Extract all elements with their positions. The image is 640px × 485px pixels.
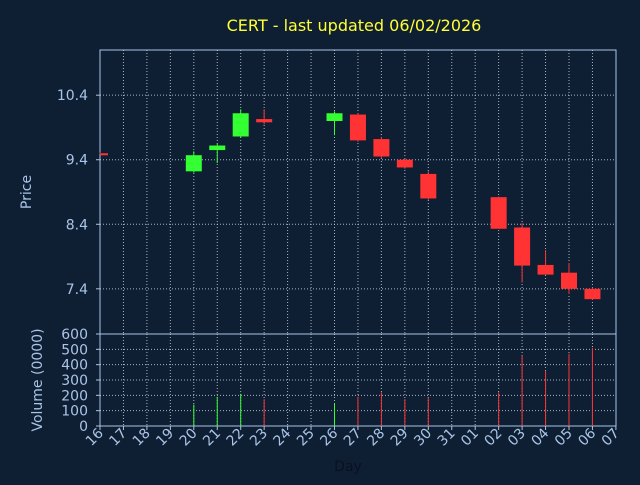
volume-tick-label: 300 bbox=[61, 373, 88, 389]
x-tick-label: 04 bbox=[528, 425, 552, 449]
chart-title: CERT - last updated 06/02/2026 bbox=[227, 16, 482, 35]
candle-body bbox=[584, 288, 601, 300]
price-tick-label: 8.4 bbox=[66, 217, 88, 233]
candle-body bbox=[561, 272, 577, 289]
candle-26 bbox=[326, 111, 343, 136]
candle-03 bbox=[514, 222, 531, 283]
candle-body bbox=[490, 197, 507, 229]
candle-body bbox=[209, 145, 226, 151]
candle-body bbox=[514, 227, 531, 266]
candle-28 bbox=[373, 137, 390, 159]
x-tick-label: 22 bbox=[224, 426, 248, 450]
x-tick-label: 20 bbox=[177, 426, 201, 450]
x-tick-label: 23 bbox=[247, 426, 271, 450]
x-tick-label: 30 bbox=[411, 426, 435, 450]
candle-20 bbox=[185, 151, 202, 173]
x-tick-label: 03 bbox=[505, 426, 529, 450]
candle-body bbox=[256, 119, 273, 123]
candle-06 bbox=[584, 287, 601, 300]
price-tick-label: 10.4 bbox=[57, 88, 88, 104]
candle-body bbox=[373, 139, 390, 157]
candle-body bbox=[232, 113, 249, 137]
x-tick-label: 29 bbox=[388, 426, 412, 450]
volume-tick-label: 400 bbox=[61, 358, 88, 374]
candle-27 bbox=[349, 113, 366, 142]
x-tick-label: 07 bbox=[599, 426, 623, 450]
volume-tick-label: 100 bbox=[61, 404, 88, 420]
x-tick-label: 26 bbox=[317, 425, 341, 449]
x-tick-label: 06 bbox=[575, 425, 599, 449]
x-tick-label: 28 bbox=[364, 426, 388, 450]
candle-body bbox=[185, 155, 202, 172]
x-tick-label: 02 bbox=[482, 426, 506, 450]
x-tick-label: 27 bbox=[341, 426, 365, 450]
price-tick-label: 7.4 bbox=[66, 282, 88, 298]
candle-22 bbox=[232, 109, 249, 138]
x-tick-label: 24 bbox=[271, 425, 295, 449]
candle-body bbox=[349, 114, 366, 141]
volume-tick-label: 500 bbox=[61, 342, 88, 358]
candle-02 bbox=[490, 196, 507, 229]
volume-tick-label: 600 bbox=[61, 327, 88, 343]
x-tick-label: 05 bbox=[552, 426, 576, 450]
price-tick-labels: 10.4 9.4 8.4 7.4 bbox=[57, 88, 100, 298]
candle-21 bbox=[209, 143, 226, 163]
price-tick-label: 9.4 bbox=[66, 153, 88, 169]
candle-30 bbox=[420, 171, 437, 200]
candle-body bbox=[326, 113, 343, 121]
candle-16 bbox=[99, 152, 108, 156]
volume-axis-label: Volume (0000) bbox=[30, 328, 46, 431]
volume-tick-label: 0 bbox=[79, 419, 88, 435]
x-tick-label: 18 bbox=[130, 426, 154, 450]
candle-29 bbox=[396, 158, 413, 169]
candle-23 bbox=[256, 109, 273, 125]
x-axis-label: Day bbox=[334, 459, 362, 475]
x-tick-label: 21 bbox=[200, 426, 224, 450]
candle-05 bbox=[561, 263, 577, 294]
candle-04 bbox=[537, 250, 554, 275]
x-tick-label: 25 bbox=[294, 426, 318, 450]
x-tick-label: 17 bbox=[106, 426, 130, 450]
x-tick-labels: 16 17 18 19 20 21 22 23 24 25 26 27 28 29 30 31 01 02 03 04… bbox=[83, 425, 623, 449]
candle-body bbox=[396, 159, 413, 168]
price-axis-label: Price bbox=[19, 175, 35, 209]
candle-body bbox=[537, 264, 554, 275]
candle-body bbox=[100, 153, 108, 156]
x-tick-label: 31 bbox=[435, 426, 459, 450]
x-tick-label: 19 bbox=[153, 426, 177, 450]
x-tick-label: 01 bbox=[458, 426, 482, 450]
volume-tick-label: 200 bbox=[61, 388, 88, 404]
candle-body bbox=[420, 173, 437, 199]
candles bbox=[99, 109, 601, 300]
volume-bars bbox=[193, 347, 593, 426]
